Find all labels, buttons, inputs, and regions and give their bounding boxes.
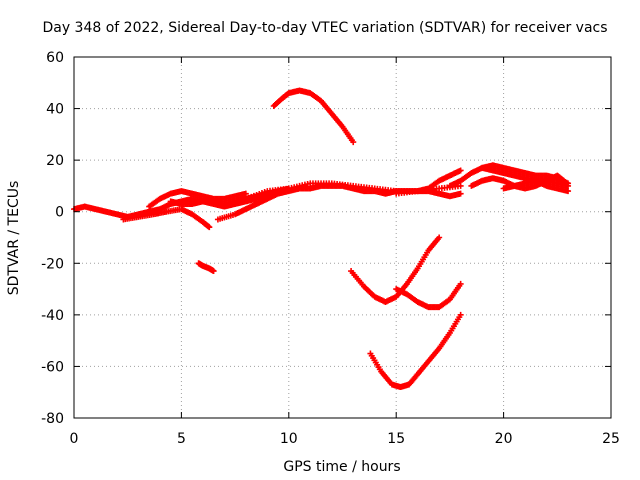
y-tick-label: -80 [41, 411, 64, 427]
x-tick-label: 0 [70, 431, 79, 447]
x-tick-label: 25 [602, 431, 620, 447]
series-arc-l [500, 177, 572, 195]
series-arc-n [195, 260, 217, 275]
grid [74, 57, 611, 418]
data-point [457, 280, 464, 287]
y-tick-label: -20 [41, 256, 64, 272]
series-arc-k [479, 162, 572, 187]
data-point [242, 190, 249, 197]
y-tick-label: 20 [46, 153, 64, 169]
y-tick-label: 60 [46, 50, 64, 66]
data-point [436, 234, 443, 241]
series-arc-o [348, 234, 443, 305]
x-tick-label: 5 [177, 431, 186, 447]
y-tick-label: -60 [41, 359, 64, 375]
data-points [71, 87, 572, 391]
y-tick-label: 0 [55, 205, 64, 221]
data-point [457, 190, 464, 197]
series-arc-q [367, 311, 464, 391]
series-arc-p [393, 280, 464, 311]
x-tick-label: 15 [387, 431, 405, 447]
series-arc-b [120, 206, 213, 231]
data-point [565, 188, 572, 195]
y-tick-label: 40 [46, 102, 64, 118]
y-axis-label: SDTVAR / TECUs [6, 181, 22, 296]
x-tick-label: 20 [495, 431, 513, 447]
data-point [457, 182, 464, 189]
data-point [457, 167, 464, 174]
data-point [350, 139, 357, 146]
series-arc-m [270, 87, 357, 146]
x-tick-label: 10 [280, 431, 298, 447]
y-axis: -80 -60 -40 -20 0 20 40 60 [41, 50, 611, 427]
series-arc-h [393, 188, 464, 200]
data-point [565, 180, 572, 187]
plot-frame [73, 56, 612, 419]
x-axis-label: GPS time / hours [283, 459, 400, 475]
data-point [206, 224, 213, 231]
x-axis: 0 5 10 15 20 25 [70, 57, 620, 447]
chart-title: Day 348 of 2022, Sidereal Day-to-day VTE… [42, 20, 607, 36]
data-point [457, 311, 464, 318]
data-point [210, 268, 217, 275]
y-tick-label: -40 [41, 308, 64, 324]
